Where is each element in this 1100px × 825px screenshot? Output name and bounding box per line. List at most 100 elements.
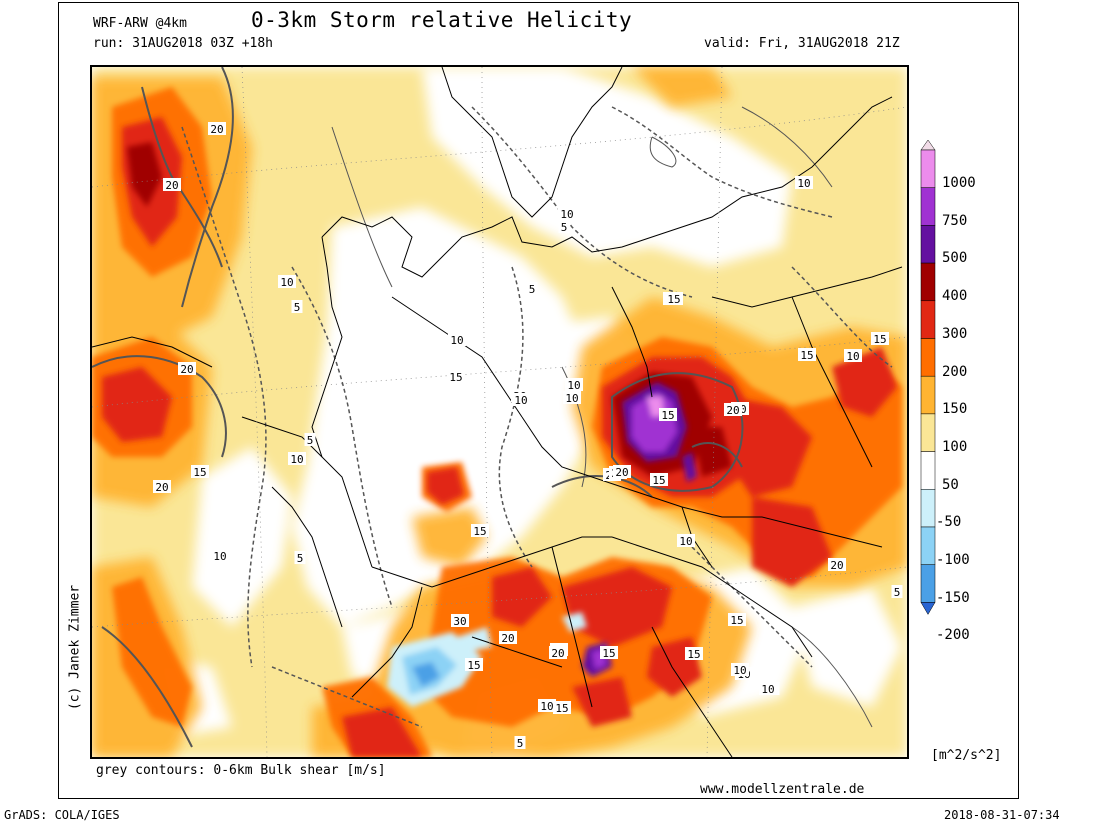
software-label: GrADS: COLA/IGES xyxy=(4,808,120,822)
contour-label: 15 xyxy=(471,524,489,538)
svg-text:10: 10 xyxy=(761,683,774,696)
contour-label: 5 xyxy=(891,585,903,599)
valid-label: valid: Fri, 31AUG2018 21Z xyxy=(704,36,900,51)
contour-label: 10 xyxy=(759,682,777,696)
svg-text:10: 10 xyxy=(290,453,303,466)
svg-text:5: 5 xyxy=(307,434,314,447)
helicity-map: 2020105201520105101520510101010152020201… xyxy=(92,67,907,757)
colorbar-segment xyxy=(920,526,936,565)
svg-text:15: 15 xyxy=(602,647,615,660)
contour-label: 15 xyxy=(665,292,683,306)
field-band-negative xyxy=(387,612,587,707)
contour-label: 10 xyxy=(795,176,813,190)
colorbar-segment xyxy=(920,300,936,339)
contour-label: 10 xyxy=(844,349,862,363)
colorbar-segment xyxy=(920,338,936,377)
contour-label: 10 xyxy=(677,534,695,548)
svg-text:15: 15 xyxy=(800,349,813,362)
svg-text:10: 10 xyxy=(567,379,580,392)
svg-text:15: 15 xyxy=(652,474,665,487)
svg-text:10: 10 xyxy=(733,664,746,677)
contour-label: 10 xyxy=(558,207,576,221)
svg-text:15: 15 xyxy=(193,466,206,479)
svg-text:10: 10 xyxy=(797,177,810,190)
colorbar-segment xyxy=(920,225,936,264)
svg-text:15: 15 xyxy=(555,702,568,715)
contour-label: 5 xyxy=(526,282,538,296)
shear-contours-dashed xyxy=(181,106,893,728)
colorbar-tick-label: 1000 xyxy=(942,175,976,191)
colorbar-tick-label: 300 xyxy=(942,325,968,342)
contour-label: 20 xyxy=(724,403,742,417)
svg-text:15: 15 xyxy=(449,371,462,384)
svg-text:30: 30 xyxy=(453,615,466,628)
svg-text:10: 10 xyxy=(540,700,553,713)
svg-text:20: 20 xyxy=(726,404,739,417)
svg-text:10: 10 xyxy=(450,334,463,347)
contour-label: 15 xyxy=(465,658,483,672)
contour-label: 15 xyxy=(600,646,618,660)
run-label: run: 31AUG2018 03Z +18h xyxy=(93,36,274,51)
contour-label: 10 xyxy=(288,452,306,466)
svg-text:20: 20 xyxy=(615,466,628,479)
svg-text:15: 15 xyxy=(873,333,886,346)
borders xyxy=(92,67,903,757)
svg-text:5: 5 xyxy=(529,283,536,296)
website-label: www.modellzentrale.de xyxy=(700,782,865,797)
svg-text:15: 15 xyxy=(687,648,700,661)
contour-label: 15 xyxy=(650,473,668,487)
colorbar-tick-label: -150 xyxy=(936,589,970,606)
colorbar-tick-label: 50 xyxy=(942,476,959,493)
colorbar-segment xyxy=(920,149,936,188)
contour-label: 15 xyxy=(191,465,209,479)
contour-label: 10 xyxy=(538,699,556,713)
colorbar-segment xyxy=(920,262,936,302)
contour-label: 5 xyxy=(294,551,306,565)
colorbar-tick-label: -100 xyxy=(936,552,970,568)
contour-label: 10 xyxy=(211,549,229,563)
svg-text:15: 15 xyxy=(730,614,743,627)
svg-text:10: 10 xyxy=(679,535,692,548)
colorbar xyxy=(920,140,936,615)
colorbar-tick-label: 500 xyxy=(942,250,968,267)
colorbar-segment xyxy=(920,413,936,452)
contour-label: 10 xyxy=(565,378,583,392)
svg-text:10: 10 xyxy=(560,208,573,221)
contour-label: 20 xyxy=(163,178,181,192)
svg-text:10: 10 xyxy=(280,276,293,289)
contour-label: 10 xyxy=(278,275,296,289)
contour-label: 10 xyxy=(448,333,466,347)
colorbar-tick-label: 200 xyxy=(942,363,968,380)
colorbar-segment xyxy=(920,375,936,415)
contour-label: 20 xyxy=(828,558,846,572)
svg-text:5: 5 xyxy=(561,221,568,234)
contour-label: 10 xyxy=(731,663,749,677)
svg-text:10: 10 xyxy=(213,550,226,563)
svg-text:20: 20 xyxy=(830,559,843,572)
contour-label: 5 xyxy=(514,736,526,750)
contour-label: 20 xyxy=(613,465,631,479)
contour-label: 15 xyxy=(728,613,746,627)
colorbar-tick-label: 750 xyxy=(942,212,968,229)
colorbar-tick-label: 100 xyxy=(942,438,968,455)
contour-label: 15 xyxy=(685,647,703,661)
contour-label: 15 xyxy=(553,701,571,715)
map-panel: 2020105201520105101520510101010152020201… xyxy=(90,65,909,759)
contour-label: 15 xyxy=(798,348,816,362)
contour-label: 10 xyxy=(563,391,581,405)
svg-text:20: 20 xyxy=(551,647,564,660)
contour-label: 20 xyxy=(499,631,517,645)
svg-text:10: 10 xyxy=(846,350,859,363)
contour-label: 5 xyxy=(291,300,303,314)
copyright-label: (c) Janek Zimmer xyxy=(67,584,83,711)
colorbar-segment xyxy=(920,451,936,490)
svg-text:5: 5 xyxy=(894,586,901,599)
svg-text:20: 20 xyxy=(210,123,223,136)
svg-text:15: 15 xyxy=(467,659,480,672)
contour-labels: 2020105201520105101520510101010152020201… xyxy=(153,122,903,750)
colorbar-tick-label: 400 xyxy=(942,288,968,305)
contour-label: 20 xyxy=(178,362,196,376)
colorbar-cap-top xyxy=(920,140,936,151)
colorbar-tick-label: 150 xyxy=(942,401,968,418)
contour-label: 15 xyxy=(447,370,465,384)
